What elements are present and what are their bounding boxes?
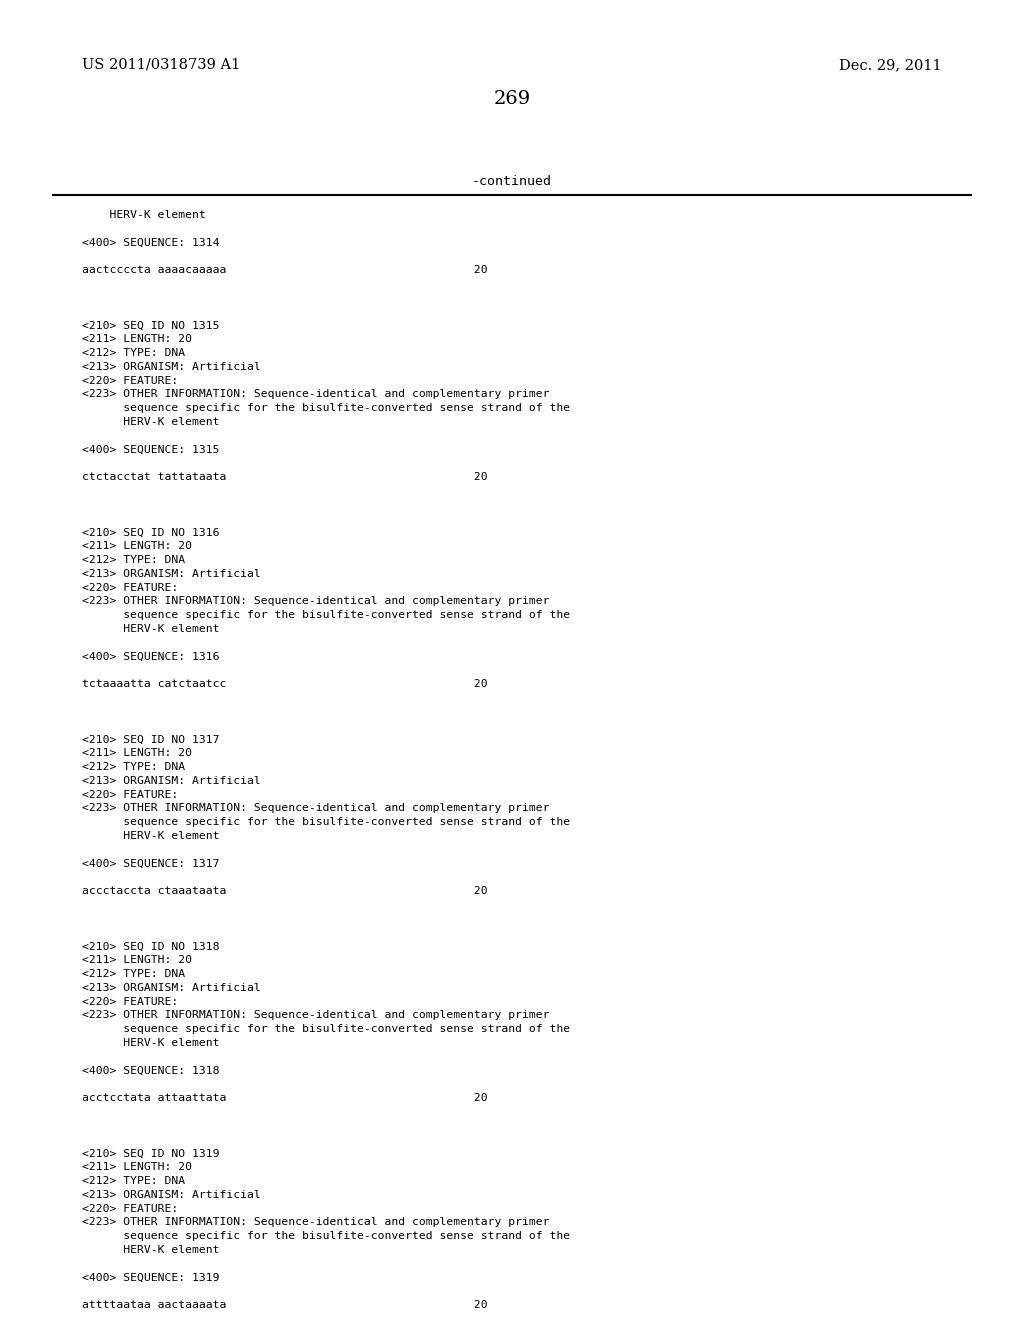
Text: <211> LENGTH: 20: <211> LENGTH: 20 bbox=[82, 1162, 193, 1172]
Text: <400> SEQUENCE: 1316: <400> SEQUENCE: 1316 bbox=[82, 652, 219, 661]
Text: <213> ORGANISM: Artificial: <213> ORGANISM: Artificial bbox=[82, 776, 261, 785]
Text: <212> TYPE: DNA: <212> TYPE: DNA bbox=[82, 1176, 185, 1185]
Text: <400> SEQUENCE: 1314: <400> SEQUENCE: 1314 bbox=[82, 238, 219, 248]
Text: <223> OTHER INFORMATION: Sequence-identical and complementary primer: <223> OTHER INFORMATION: Sequence-identi… bbox=[82, 804, 550, 813]
Text: <212> TYPE: DNA: <212> TYPE: DNA bbox=[82, 554, 185, 565]
Text: <211> LENGTH: 20: <211> LENGTH: 20 bbox=[82, 748, 193, 758]
Text: <400> SEQUENCE: 1319: <400> SEQUENCE: 1319 bbox=[82, 1272, 219, 1283]
Text: aactccccta aaaacaaaaa                                    20: aactccccta aaaacaaaaa 20 bbox=[82, 265, 487, 275]
Text: <211> LENGTH: 20: <211> LENGTH: 20 bbox=[82, 334, 193, 345]
Text: sequence specific for the bisulfite-converted sense strand of the: sequence specific for the bisulfite-conv… bbox=[82, 403, 570, 413]
Text: HERV-K element: HERV-K element bbox=[82, 1245, 219, 1255]
Text: <211> LENGTH: 20: <211> LENGTH: 20 bbox=[82, 956, 193, 965]
Text: <220> FEATURE:: <220> FEATURE: bbox=[82, 582, 178, 593]
Text: <223> OTHER INFORMATION: Sequence-identical and complementary primer: <223> OTHER INFORMATION: Sequence-identi… bbox=[82, 597, 550, 606]
Text: acctcctata attaattata                                    20: acctcctata attaattata 20 bbox=[82, 1093, 487, 1104]
Text: sequence specific for the bisulfite-converted sense strand of the: sequence specific for the bisulfite-conv… bbox=[82, 817, 570, 828]
Text: <213> ORGANISM: Artificial: <213> ORGANISM: Artificial bbox=[82, 362, 261, 372]
Text: <213> ORGANISM: Artificial: <213> ORGANISM: Artificial bbox=[82, 569, 261, 578]
Text: <212> TYPE: DNA: <212> TYPE: DNA bbox=[82, 969, 185, 979]
Text: attttaataa aactaaaata                                    20: attttaataa aactaaaata 20 bbox=[82, 1300, 487, 1311]
Text: <223> OTHER INFORMATION: Sequence-identical and complementary primer: <223> OTHER INFORMATION: Sequence-identi… bbox=[82, 1217, 550, 1228]
Text: <400> SEQUENCE: 1317: <400> SEQUENCE: 1317 bbox=[82, 858, 219, 869]
Text: <210> SEQ ID NO 1317: <210> SEQ ID NO 1317 bbox=[82, 734, 219, 744]
Text: <210> SEQ ID NO 1319: <210> SEQ ID NO 1319 bbox=[82, 1148, 219, 1159]
Text: <212> TYPE: DNA: <212> TYPE: DNA bbox=[82, 762, 185, 772]
Text: <210> SEQ ID NO 1318: <210> SEQ ID NO 1318 bbox=[82, 941, 219, 952]
Text: <220> FEATURE:: <220> FEATURE: bbox=[82, 789, 178, 800]
Text: -continued: -continued bbox=[472, 176, 552, 187]
Text: HERV-K element: HERV-K element bbox=[82, 1038, 219, 1048]
Text: <220> FEATURE:: <220> FEATURE: bbox=[82, 997, 178, 1007]
Text: US 2011/0318739 A1: US 2011/0318739 A1 bbox=[82, 58, 241, 73]
Text: <210> SEQ ID NO 1316: <210> SEQ ID NO 1316 bbox=[82, 528, 219, 537]
Text: sequence specific for the bisulfite-converted sense strand of the: sequence specific for the bisulfite-conv… bbox=[82, 1232, 570, 1241]
Text: tctaaaatta catctaatcc                                    20: tctaaaatta catctaatcc 20 bbox=[82, 680, 487, 689]
Text: HERV-K element: HERV-K element bbox=[82, 832, 219, 841]
Text: <210> SEQ ID NO 1315: <210> SEQ ID NO 1315 bbox=[82, 321, 219, 330]
Text: Dec. 29, 2011: Dec. 29, 2011 bbox=[840, 58, 942, 73]
Text: accctaccta ctaaataata                                    20: accctaccta ctaaataata 20 bbox=[82, 886, 487, 896]
Text: <213> ORGANISM: Artificial: <213> ORGANISM: Artificial bbox=[82, 983, 261, 993]
Text: 269: 269 bbox=[494, 90, 530, 108]
Text: sequence specific for the bisulfite-converted sense strand of the: sequence specific for the bisulfite-conv… bbox=[82, 610, 570, 620]
Text: HERV-K element: HERV-K element bbox=[82, 210, 206, 220]
Text: <211> LENGTH: 20: <211> LENGTH: 20 bbox=[82, 541, 193, 552]
Text: sequence specific for the bisulfite-converted sense strand of the: sequence specific for the bisulfite-conv… bbox=[82, 1024, 570, 1034]
Text: <213> ORGANISM: Artificial: <213> ORGANISM: Artificial bbox=[82, 1189, 261, 1200]
Text: <223> OTHER INFORMATION: Sequence-identical and complementary primer: <223> OTHER INFORMATION: Sequence-identi… bbox=[82, 1010, 550, 1020]
Text: <400> SEQUENCE: 1315: <400> SEQUENCE: 1315 bbox=[82, 445, 219, 454]
Text: <220> FEATURE:: <220> FEATURE: bbox=[82, 376, 178, 385]
Text: <220> FEATURE:: <220> FEATURE: bbox=[82, 1204, 178, 1213]
Text: <223> OTHER INFORMATION: Sequence-identical and complementary primer: <223> OTHER INFORMATION: Sequence-identi… bbox=[82, 389, 550, 400]
Text: <212> TYPE: DNA: <212> TYPE: DNA bbox=[82, 348, 185, 358]
Text: HERV-K element: HERV-K element bbox=[82, 417, 219, 426]
Text: ctctacctat tattataata                                    20: ctctacctat tattataata 20 bbox=[82, 473, 487, 482]
Text: <400> SEQUENCE: 1318: <400> SEQUENCE: 1318 bbox=[82, 1065, 219, 1076]
Text: HERV-K element: HERV-K element bbox=[82, 624, 219, 634]
